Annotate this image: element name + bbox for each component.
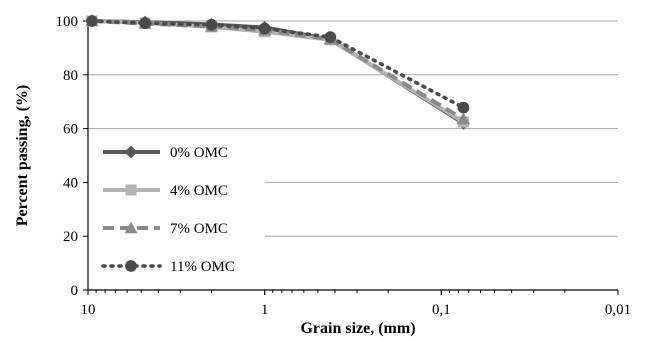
legend-marker — [125, 260, 137, 272]
legend-label: 7% OMC — [170, 221, 228, 237]
legend-label: 4% OMC — [170, 183, 228, 199]
legend-entry: 4% OMC — [103, 183, 228, 199]
legend: 0% OMC 4% OMC 7% OMC 11% OMC — [101, 145, 235, 275]
y-tick-label: 80 — [63, 68, 78, 84]
data-point — [457, 101, 470, 114]
axes — [83, 17, 619, 295]
legend-marker — [125, 184, 137, 196]
series-11-omc — [86, 15, 470, 114]
series-line — [91, 19, 465, 125]
y-tick-label: 20 — [63, 229, 78, 245]
y-tick-label: 100 — [56, 14, 79, 30]
data-point — [258, 22, 271, 35]
y-tick-label: 60 — [63, 122, 78, 138]
legend-entry: 11% OMC — [101, 259, 235, 275]
legend-label: 0% OMC — [170, 145, 228, 161]
legend-marker — [124, 221, 138, 234]
series-line — [91, 19, 465, 121]
legend-entry: 7% OMC — [103, 221, 228, 237]
x-tick-label: 10 — [81, 302, 96, 318]
x-axis-title: Grain size, (mm) — [300, 320, 415, 337]
y-axis-title: Percent passing, (%) — [14, 85, 31, 226]
y-tick-label: 40 — [63, 175, 78, 191]
grid-lines — [88, 20, 618, 237]
data-point — [86, 15, 98, 27]
x-tick-label: 0,1 — [432, 302, 451, 318]
x-tick-label: 1 — [261, 302, 269, 318]
legend-label: 11% OMC — [170, 259, 235, 275]
data-point — [456, 112, 470, 125]
data-point — [139, 17, 151, 30]
series-layer — [85, 14, 470, 130]
data-point — [324, 31, 337, 43]
legend-marker — [124, 145, 138, 159]
x-tick-label: 0,01 — [605, 302, 631, 318]
data-point — [205, 18, 218, 31]
y-tick-label: 0 — [71, 283, 79, 299]
series-4-omc — [86, 15, 469, 128]
series-line — [90, 19, 466, 110]
legend-entry: 0% OMC — [103, 145, 228, 161]
series-line — [91, 19, 465, 124]
tick-labels: 0 20 40 60 80 100 10 1 0,1 0,01 — [56, 14, 632, 318]
